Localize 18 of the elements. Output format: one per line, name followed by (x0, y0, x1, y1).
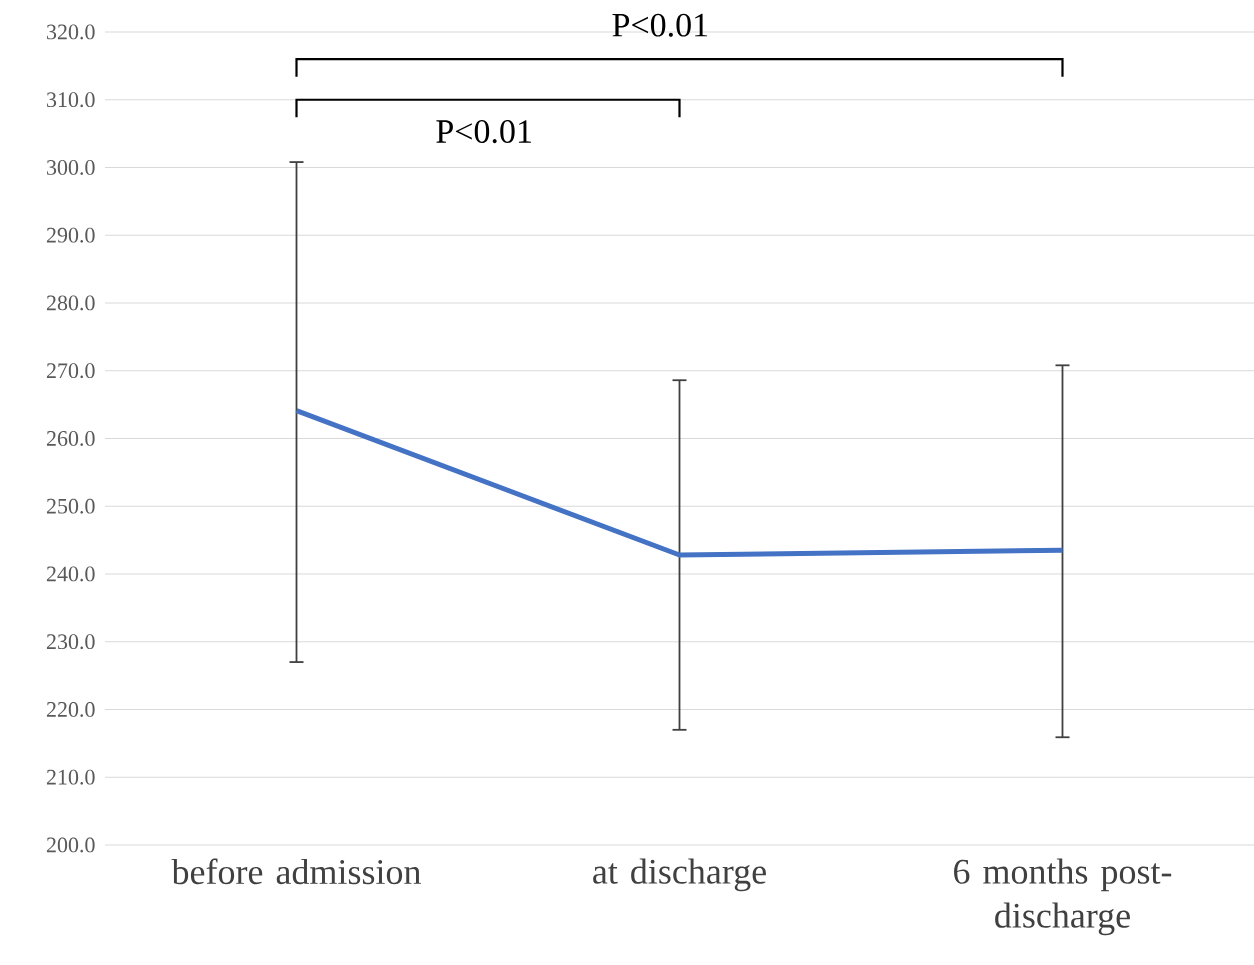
y-tick-label: 250.0 (46, 498, 95, 514)
y-tick-label: 280.0 (46, 295, 95, 311)
y-tick-label: 310.0 (47, 92, 95, 108)
x-tick-label: 6 months post-discharge (954, 858, 1172, 936)
x-tick-label: at discharge (593, 858, 766, 892)
y-tick-label: 230.0 (46, 634, 95, 650)
y-tick-label: 320.0 (47, 24, 95, 40)
y-tick-label: 220.0 (46, 702, 95, 717)
y-tick-label: 260.0 (46, 431, 95, 446)
annotation: P<0.01 (436, 120, 531, 144)
annotation: P<0.01 (612, 13, 708, 37)
x-tick-label: before admission (171, 858, 421, 885)
y-tick-label: 270.0 (46, 363, 95, 379)
y-tick-label: 240.0 (46, 566, 95, 582)
y-tick-label: 290.0 (46, 227, 95, 243)
y-tick-label: 210.0 (46, 769, 95, 785)
y-tick-label: 300.0 (47, 160, 95, 175)
y-tick-label: 200.0 (46, 837, 95, 853)
